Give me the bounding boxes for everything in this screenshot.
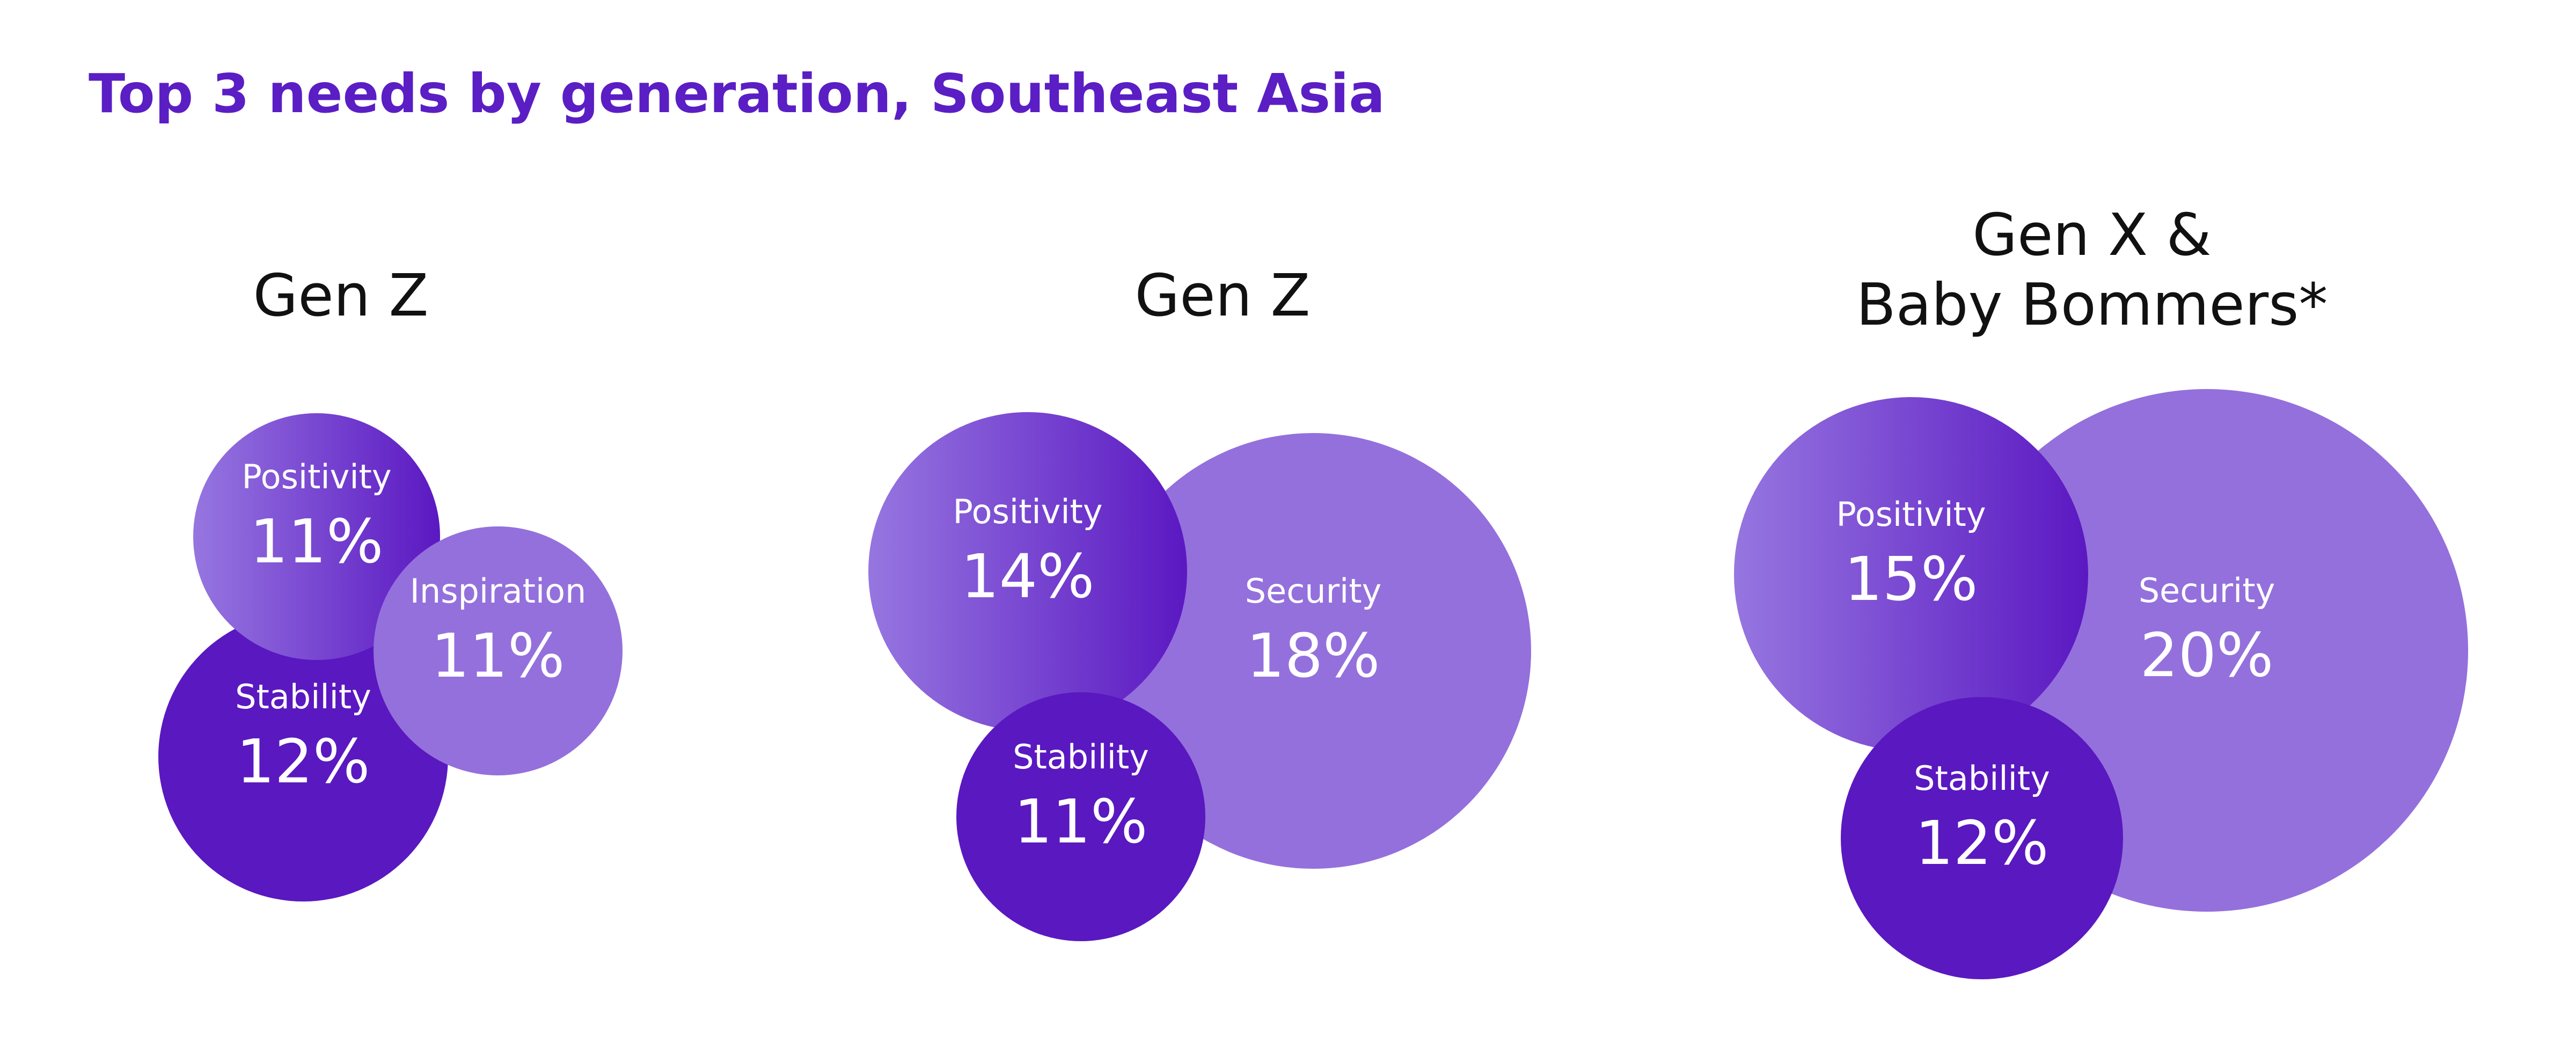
bubble-value: 15% xyxy=(1845,545,1978,614)
bubble-value: 18% xyxy=(1247,621,1380,691)
generation-title: Gen X & xyxy=(1972,202,2211,269)
generation-title: Gen Z xyxy=(253,262,429,329)
bubble-positivity xyxy=(193,413,440,660)
bubble-positivity xyxy=(1734,397,2088,751)
bubble-inspiration xyxy=(374,526,623,775)
bubble-value: 20% xyxy=(2140,621,2274,691)
bubble-label: Inspiration xyxy=(410,571,587,611)
bubble-value: 14% xyxy=(961,542,1095,612)
bubble-value: 11% xyxy=(1014,787,1148,857)
bubble-label: Positivity xyxy=(241,457,391,496)
generation-title: Gen Z xyxy=(1135,262,1311,329)
generation-title: Baby Bommers* xyxy=(1856,272,2328,339)
bubble-label: Stability xyxy=(1914,759,2050,798)
bubble-value: 11% xyxy=(250,507,384,577)
generation-panel: Gen Z Security 18% Positivity 14% Stability 11… xyxy=(868,262,1531,941)
bubble-label: Security xyxy=(1245,571,1382,611)
bubble-value: 12% xyxy=(237,727,370,797)
bubble-positivity xyxy=(868,412,1187,731)
generation-panel: Gen X &Baby Bommers* Security 20% Positivit… xyxy=(1734,202,2468,979)
bubble-label: Stability xyxy=(235,677,371,716)
bubble-label: Positivity xyxy=(953,492,1102,531)
page-title: Top 3 needs by generation, Southeast Asi… xyxy=(89,62,1385,125)
bubble-label: Stability xyxy=(1013,737,1149,776)
bubble-value: 12% xyxy=(1915,809,2049,878)
bubble-label: Positivity xyxy=(1836,495,1986,534)
bubble-stability xyxy=(158,612,448,901)
bubble-security xyxy=(1095,433,1531,869)
bubble-value: 11% xyxy=(431,621,565,691)
bubble-label: Security xyxy=(2139,571,2275,610)
bubble-stability xyxy=(956,692,1205,941)
bubble-stability xyxy=(1841,697,2123,979)
generation-panel: Gen Z Stability 12% Positivity 11% Inspiratio… xyxy=(158,262,623,901)
